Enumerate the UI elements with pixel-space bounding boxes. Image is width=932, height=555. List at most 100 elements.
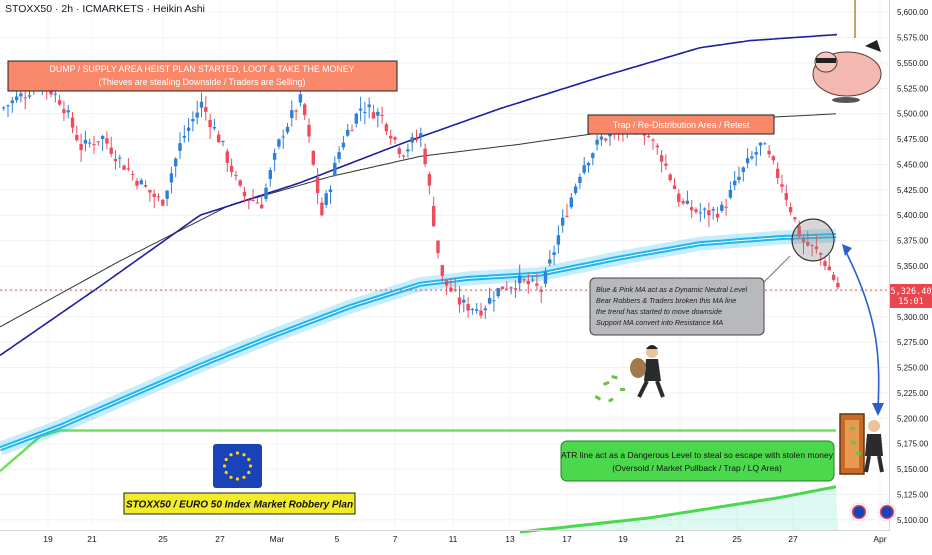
price-tick-label: 5,525.00 [897,84,929,93]
candle-body [440,265,444,276]
symbol-header[interactable]: STOXX50 · 2h · ICMARKETS · Heikin Ashi [5,3,205,15]
candle-body [341,142,346,148]
candle-body [685,200,690,204]
candle-body [70,117,75,128]
candle-body [178,143,182,151]
candle-body [195,112,199,118]
price-axis[interactable]: 5,600.00 5,575.00 5,550.00 5,525.00 5,500.00… [897,8,929,525]
candle-body [651,139,655,141]
candle-body [819,253,823,255]
candle-body [728,189,733,198]
candle-body [122,165,126,170]
candle-body [324,193,328,205]
candle-body [608,133,612,137]
candle-body [496,288,500,297]
candle-body [204,107,208,112]
candle-body [586,162,591,166]
candle-body [10,100,14,104]
candle-body [105,138,109,144]
candle-body [419,133,423,137]
downside-arrow [842,244,884,416]
candle-body [582,165,586,173]
candle-body [148,189,152,193]
candle-body [814,246,819,250]
candle-body [810,244,814,246]
price-tick-label: 5,600.00 [897,8,929,17]
last-price-tag: 5,326.40 15:01 [890,283,932,308]
time-tick-label: 13 [505,534,515,544]
candle-body [767,150,771,155]
price-tick-label: 5,250.00 [897,364,929,373]
candle-body [23,97,27,99]
breakdown-circle [791,218,835,262]
candle-body [569,197,573,208]
indicator-lines [0,33,838,534]
candle-body [174,158,178,167]
price-tick-label: 5,350.00 [897,262,929,271]
time-tick-label: 21 [675,534,685,544]
candle-body [573,186,578,194]
candle-body [225,151,229,163]
candle-body [208,119,212,127]
price-tick-label: 5,425.00 [897,186,929,195]
candle-body [444,280,449,286]
eu-star [235,477,240,481]
candle-body [88,142,92,144]
candle-body [57,100,62,105]
candle-body [733,180,737,186]
candle-body [221,140,225,142]
candle-body [595,139,599,145]
time-axis[interactable]: 19 21 25 27 Mar 5 7 11 13 17 19 21 25 27 Apr [43,534,887,544]
candle-body [548,259,552,264]
candle-body [75,134,79,141]
atr-note-line-2: (Oversold / Market Pullback / Trap / LQ … [612,463,782,473]
candle-body [100,136,105,139]
slow-ma-line [0,33,838,357]
candle-body [655,145,659,148]
candle-body [806,242,810,246]
eu-star [242,453,246,457]
eu-badge-icon[interactable] [849,502,869,522]
candle-body [83,139,88,144]
candle-body [647,136,651,138]
candle-body [771,156,776,161]
candle-body [690,207,694,211]
candle-body [724,206,728,208]
candle-body [363,111,367,113]
candle-body [427,174,432,186]
time-tick-label: 11 [449,534,458,544]
candle-body [664,163,668,166]
candle-body [436,240,440,253]
candle-body [346,129,350,136]
time-tick-label: 27 [788,534,798,544]
candle-body [715,213,720,218]
eu-star [222,464,227,468]
candle-body [530,279,535,281]
candle-body [410,137,414,143]
time-tick-label: 19 [43,534,53,544]
candle-body [561,217,565,226]
candle-body [264,187,268,199]
price-tick-label: 5,500.00 [897,110,929,119]
candle-body [131,173,135,175]
candle-body [449,287,453,292]
plan-label: STOXX50 / EURO 50 Index Market Robbery P… [123,492,356,515]
candle-body [677,193,681,202]
atr-note: ATR line act as a Dangerous Level to ste… [560,440,835,482]
atr-line [0,429,836,473]
eu-badge-icon[interactable] [877,502,897,522]
ma-note-line-4: Support MA convert into Resistance MA [596,318,723,327]
candle-body [698,212,702,214]
atr-note-line-1: ATR line act as a Dangerous Level to ste… [561,450,834,460]
candle-body [492,300,496,302]
dump-annotation: DUMP / SUPPLY AREA HEIST PLAN STARTED, L… [7,60,398,92]
price-tick-label: 5,300.00 [897,313,929,322]
candle-body [27,95,32,97]
candle-body [475,309,479,311]
candle-body [242,191,247,197]
candle-body [522,279,526,281]
candle-body [384,124,389,132]
ma-note-line-1: Blue & Pink MA act as a Dynamic Neutral … [596,285,748,294]
candle-body [423,148,427,165]
